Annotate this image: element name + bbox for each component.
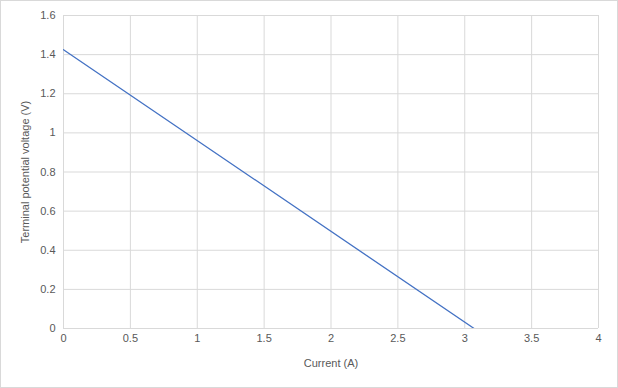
svg-text:2.5: 2.5 (390, 332, 405, 344)
svg-text:1.2: 1.2 (40, 87, 55, 99)
svg-text:Current (A): Current (A) (304, 357, 358, 369)
svg-text:0.5: 0.5 (123, 332, 138, 344)
svg-text:0.4: 0.4 (40, 244, 55, 256)
svg-text:Terminal potential voltage (V): Terminal potential voltage (V) (19, 101, 31, 243)
svg-text:0: 0 (60, 332, 66, 344)
svg-text:0.6: 0.6 (40, 205, 55, 217)
svg-text:0.8: 0.8 (40, 166, 55, 178)
svg-text:3: 3 (462, 332, 468, 344)
svg-text:0.2: 0.2 (40, 283, 55, 295)
svg-text:1.5: 1.5 (256, 332, 271, 344)
svg-text:1: 1 (194, 332, 200, 344)
svg-text:1.4: 1.4 (40, 48, 55, 60)
svg-text:2: 2 (328, 332, 334, 344)
svg-text:0: 0 (49, 322, 55, 334)
svg-text:3.5: 3.5 (524, 332, 539, 344)
svg-text:1: 1 (49, 126, 55, 138)
svg-text:4: 4 (595, 332, 601, 344)
svg-text:1.6: 1.6 (40, 9, 55, 21)
